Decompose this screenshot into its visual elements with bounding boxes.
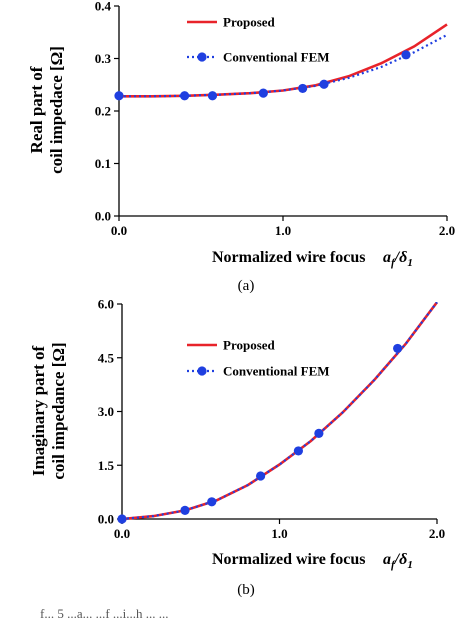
legend-label-proposed-a: Proposed bbox=[223, 15, 276, 30]
data-point-fem-a bbox=[207, 91, 218, 101]
legend-label-proposed-b: Proposed bbox=[223, 338, 276, 353]
chart-panel-a: Real part of coil impedace [Ω] Normalize… bbox=[27, 0, 455, 294]
x-tick-label-b: 0.0 bbox=[114, 526, 130, 541]
panel-label-a: (a) bbox=[238, 278, 255, 294]
data-point-fem-b bbox=[207, 497, 217, 507]
y-tick-label-b: 0.0 bbox=[98, 512, 114, 527]
x-tick-label-a: 1.0 bbox=[275, 223, 291, 238]
ylabel-line-2-b: coil impedance [Ω] bbox=[49, 342, 68, 479]
data-point-fem-a bbox=[401, 50, 411, 60]
legend-label-fem-b: Conventional FEM bbox=[223, 364, 330, 379]
series-line-fem-b bbox=[122, 302, 438, 521]
legend-label-fem-a: Conventional FEM bbox=[223, 50, 330, 65]
xlabel-b: Normalized wire focus bbox=[212, 551, 365, 568]
y-tick-label-b: 4.5 bbox=[98, 350, 115, 365]
x-tick-label-a: 2.0 bbox=[439, 223, 455, 238]
y-tick-label-a: 0.0 bbox=[95, 209, 111, 224]
x-tick-label-a: 0.0 bbox=[111, 223, 127, 238]
data-point-fem-a bbox=[298, 83, 308, 94]
data-point-fem-b bbox=[117, 514, 127, 524]
y-tick-label-b: 6.0 bbox=[98, 297, 114, 312]
y-tick-label-a: 0.3 bbox=[95, 51, 112, 66]
xlabel-a: Normalized wire focus bbox=[212, 249, 365, 266]
ylabel-line-1-a: Real part of bbox=[27, 66, 46, 153]
legend-marker-fem-a bbox=[197, 52, 207, 62]
data-point-fem-a bbox=[180, 91, 190, 101]
series-line-proposed-a bbox=[119, 23, 448, 98]
data-point-fem-a bbox=[258, 88, 268, 98]
y-tick-label-b: 3.0 bbox=[98, 404, 114, 419]
x-tick-label-b: 1.0 bbox=[271, 526, 287, 541]
xlabel-math-a: af/δ1 bbox=[383, 249, 413, 269]
x-tick-label-b: 2.0 bbox=[429, 526, 445, 541]
data-point-fem-b bbox=[256, 471, 266, 481]
y-tick-label-a: 0.2 bbox=[95, 104, 111, 119]
data-point-fem-b bbox=[293, 446, 303, 456]
data-point-fem-a bbox=[319, 79, 329, 89]
ylabel-line-1-b: Imaginary part of bbox=[29, 346, 48, 477]
y-tick-label-b: 1.5 bbox=[98, 458, 115, 473]
y-tick-label-a: 0.1 bbox=[95, 156, 111, 171]
data-point-fem-b bbox=[314, 428, 324, 438]
series-line-proposed-b bbox=[122, 302, 439, 521]
y-tick-label-a: 0.4 bbox=[95, 0, 112, 14]
xlabel-math-b: af/δ1 bbox=[383, 551, 413, 571]
legend-marker-fem-b bbox=[197, 366, 207, 376]
data-point-fem-b bbox=[180, 505, 190, 515]
ylabel-line-2-a: coil impedace [Ω] bbox=[47, 46, 66, 174]
data-point-fem-b bbox=[393, 343, 403, 354]
data-point-fem-a bbox=[114, 91, 124, 101]
series-line-fem-a bbox=[119, 33, 448, 98]
bottom-text-fragment: f... 5 ...a... ...f ...i...h ... ... bbox=[40, 606, 169, 620]
chart-panel-b: Imaginary part of coil impedance [Ω] Nor… bbox=[29, 297, 445, 599]
panel-label-b: (b) bbox=[237, 582, 255, 598]
